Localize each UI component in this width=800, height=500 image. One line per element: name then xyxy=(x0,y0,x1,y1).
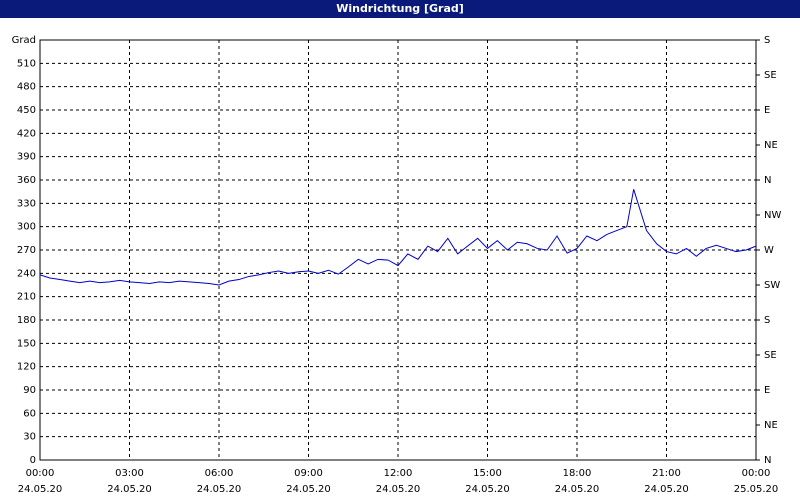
x-tick-date: 24.05.20 xyxy=(644,484,689,495)
y2-tick-label: W xyxy=(764,245,774,256)
chart-title: Windrichtung [Grad] xyxy=(0,0,800,18)
plot-frame xyxy=(39,39,757,461)
y2-tick-label: S xyxy=(764,35,770,46)
y-tick-label: 210 xyxy=(17,292,36,303)
x-tick-label: 09:00 xyxy=(294,468,323,479)
y2-tick-label: N xyxy=(764,175,771,186)
y-tick-label: 0 xyxy=(30,455,36,466)
y-tick-label: 180 xyxy=(17,315,36,326)
y-tick-label: 300 xyxy=(17,222,36,233)
y-tick-label: Grad xyxy=(12,35,36,46)
x-tick-date: 25.05.20 xyxy=(734,484,779,495)
chart: 0 30 60 90 120 150 180 210 240 270 300 330 360 390 420… xyxy=(12,35,782,495)
y-tick-label: 360 xyxy=(17,175,36,186)
y2-tick-label: NE xyxy=(764,140,778,151)
y2-tick-label: E xyxy=(764,385,770,396)
x-tick-label: 12:00 xyxy=(384,468,413,479)
y2-tick-label: E xyxy=(764,105,770,116)
y-tick-label: 60 xyxy=(23,408,36,419)
y-tick-label: 90 xyxy=(23,385,36,396)
y-tick-label: 450 xyxy=(17,105,36,116)
y-tick-label: 330 xyxy=(17,198,36,209)
y-tick-label: 480 xyxy=(17,82,36,93)
y2-tick-label: N xyxy=(764,455,771,466)
x-tick-label: 00:00 xyxy=(26,468,55,479)
x-tick-label: 21:00 xyxy=(652,468,681,479)
x-tick-label: 06:00 xyxy=(205,468,234,479)
y-tick-label: 390 xyxy=(17,152,36,163)
x-tick-date: 24.05.20 xyxy=(286,484,331,495)
x-tick-date: 24.05.20 xyxy=(555,484,600,495)
x-tick-date: 24.05.20 xyxy=(465,484,510,495)
y-tick-label: 30 xyxy=(23,432,36,443)
y2-tick-label: SE xyxy=(764,70,777,81)
y-tick-label: 420 xyxy=(17,128,36,139)
x-tick-date: 24.05.20 xyxy=(18,484,63,495)
y2-tick-label: NE xyxy=(764,420,778,431)
x-tick-label: 18:00 xyxy=(563,468,592,479)
x-tick-date: 24.05.20 xyxy=(376,484,421,495)
y-tick-label: 240 xyxy=(17,268,36,279)
x-tick-label: 03:00 xyxy=(115,468,144,479)
y-tick-label: 510 xyxy=(17,58,36,69)
y2-tick-label: SW xyxy=(764,280,780,291)
x-tick-date: 24.05.20 xyxy=(107,484,152,495)
x-tick-date: 24.05.20 xyxy=(197,484,242,495)
data-line xyxy=(39,189,757,286)
y-tick-label: 270 xyxy=(17,245,36,256)
y-tick-label: 150 xyxy=(17,338,36,349)
y-tick-label: 120 xyxy=(17,362,36,373)
x-tick-label: 15:00 xyxy=(473,468,502,479)
y2-tick-label: S xyxy=(764,315,770,326)
y2-tick-label: SE xyxy=(764,350,777,361)
y2-tick-label: NW xyxy=(764,210,781,221)
x-tick-label: 00:00 xyxy=(742,468,771,479)
